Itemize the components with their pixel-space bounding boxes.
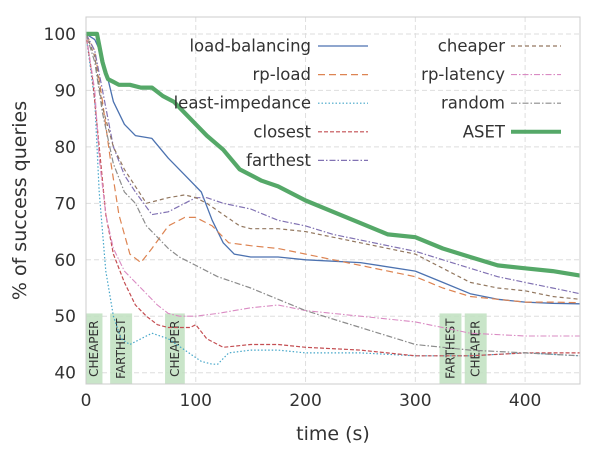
y-axis-title: % of success queries [9,101,31,300]
legend: load-balancing rp-load least-impedance clos… [174,37,561,170]
annotation-bands: CHEAPER FARTHEST CHEAPER FARTHEST CHEAPER [86,313,487,384]
y-tick-label: 70 [54,194,76,214]
y-tick-label: 100 [44,25,76,45]
series-line-rp-latency [85,33,580,337]
series-line-random [85,33,581,357]
legend-label: rp-latency [421,65,505,84]
annotation-label: FARTHEST [114,318,128,379]
y-tick-label: 80 [54,138,76,158]
series-line-least-impedance [85,33,581,365]
series-line-load-balancing [85,33,581,305]
annotation-label: CHEAPER [87,321,101,377]
legend-label: random [441,94,505,113]
axis-ticks: 0 100 200 300 400 40 50 60 70 80 90 100 [44,25,542,411]
legend-label: load-balancing [189,37,311,56]
x-tick-label: 300 [399,391,431,411]
series-line-farthest [85,33,581,295]
plot-frame [85,16,581,385]
y-tick-label: 60 [54,251,76,271]
legend-label: least-impedance [174,94,311,113]
series-line-rp-load [85,33,581,304]
annotation-label: CHEAPER [469,321,483,377]
x-axis-title: time (s) [296,423,370,445]
annotation-band [165,313,185,384]
legend-label: cheaper [438,37,505,56]
x-tick-label: 200 [289,391,321,411]
legend-label: farthest [246,151,311,170]
series-line-cheaper [85,33,581,300]
annotation-band [86,313,103,384]
annotation-band [110,313,133,384]
annotation-band [439,313,462,384]
y-tick-label: 40 [54,364,76,384]
x-tick-label: 400 [509,391,541,411]
legend-label: rp-load [253,65,311,84]
x-tick-label: 0 [81,391,92,411]
series-lines [85,31,581,365]
annotation-band [464,313,487,384]
legend-label: ASET [463,122,506,141]
series-line-ASET [86,31,581,278]
y-tick-label: 50 [54,307,76,327]
x-tick-label: 100 [180,391,212,411]
legend-label: closest [253,122,311,141]
annotation-label: CHEAPER [168,321,182,377]
y-tick-label: 90 [54,81,76,101]
